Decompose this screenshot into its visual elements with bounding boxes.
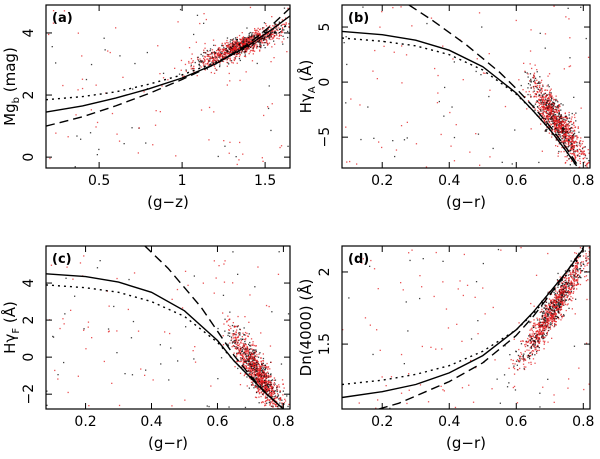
plot-frame <box>341 245 591 410</box>
panel-label: (b) <box>348 11 369 26</box>
x-axis-label: (g−r) <box>446 193 486 211</box>
y-tick-label: 4 <box>21 279 37 288</box>
y-tick-label: 0 <box>21 353 37 362</box>
x-tick-label: 0.2 <box>371 414 393 430</box>
curve-dashed <box>378 247 584 409</box>
y-tick-label: 2 <box>21 91 37 100</box>
y-tick-label: −2 <box>21 384 37 405</box>
panel-b: 0.2 0.4 0.6 0.8 −5 0 5 (b) (g−r) HγA (Å) <box>296 4 594 211</box>
scatter-points <box>343 5 590 168</box>
panel-label: (c) <box>52 252 72 267</box>
y-tick-label: 0 <box>21 153 37 162</box>
x-tick-label: 0.8 <box>272 414 294 430</box>
curve-dashed <box>144 246 284 409</box>
scatter-points <box>342 246 590 409</box>
x-axis-label: (g−r) <box>148 434 188 452</box>
y-tick-label: −5 <box>317 127 333 148</box>
x-tick-label: 0.2 <box>371 173 393 189</box>
curve-solid <box>342 248 584 399</box>
x-tick-label: 1.5 <box>254 173 276 189</box>
x-tick-label: 0.8 <box>572 414 594 430</box>
y-axis-label: HγA (Å) <box>296 60 318 114</box>
curve-solid <box>342 30 578 167</box>
x-tick-label: 0.4 <box>438 173 460 189</box>
x-tick-label: 0.4 <box>438 414 460 430</box>
y-tick-label: 5 <box>317 23 333 32</box>
x-axis-label: (g−r) <box>446 434 486 452</box>
panel-d: 0.2 0.4 0.6 0.8 1.5 2 (d) (g−r) Dn(4000) (Å) <box>296 245 594 452</box>
plot-frame <box>45 245 291 410</box>
y-axis-label: HγF (Å) <box>0 301 22 354</box>
y-tick-label: 0 <box>317 78 333 87</box>
plot-frame <box>341 4 591 169</box>
x-tick-label: 0.5 <box>88 173 110 189</box>
curve-dotted <box>46 22 290 101</box>
panel-label: (d) <box>348 252 369 267</box>
panel-label: (a) <box>52 11 73 26</box>
x-tick-label: 0.6 <box>505 414 527 430</box>
plot-frame <box>45 4 291 169</box>
panel-a: 0.5 1 1.5 0 2 4 (a) (g−z) Mgb (mag) <box>1 4 291 211</box>
curve-solid <box>46 273 284 409</box>
y-tick-label: 4 <box>21 28 37 37</box>
y-tick-label: 1.5 <box>317 333 333 355</box>
x-tick-label: 0.8 <box>572 173 594 189</box>
y-axis-label: Dn(4000) (Å) <box>296 279 315 377</box>
x-tick-label: 1 <box>178 173 187 189</box>
x-tick-label: 0.2 <box>74 414 96 430</box>
x-tick-label: 0.4 <box>140 414 162 430</box>
y-tick-label: 2 <box>21 316 37 325</box>
curve-dotted <box>342 251 584 386</box>
x-axis-label: (g−z) <box>147 193 189 211</box>
curve-dashed <box>408 5 578 164</box>
curve-dashed <box>46 7 290 127</box>
x-tick-label: 0.6 <box>206 414 228 430</box>
scatter-points <box>48 6 290 168</box>
curve-solid <box>46 15 290 113</box>
y-tick-label: 2 <box>317 268 333 277</box>
panel-c: 0.2 0.4 0.6 0.8 −2 0 2 4 (c) (g−r) HγF (Å) <box>0 245 295 452</box>
y-axis-label: Mgb (mag) <box>1 47 22 126</box>
x-tick-label: 0.6 <box>505 173 527 189</box>
